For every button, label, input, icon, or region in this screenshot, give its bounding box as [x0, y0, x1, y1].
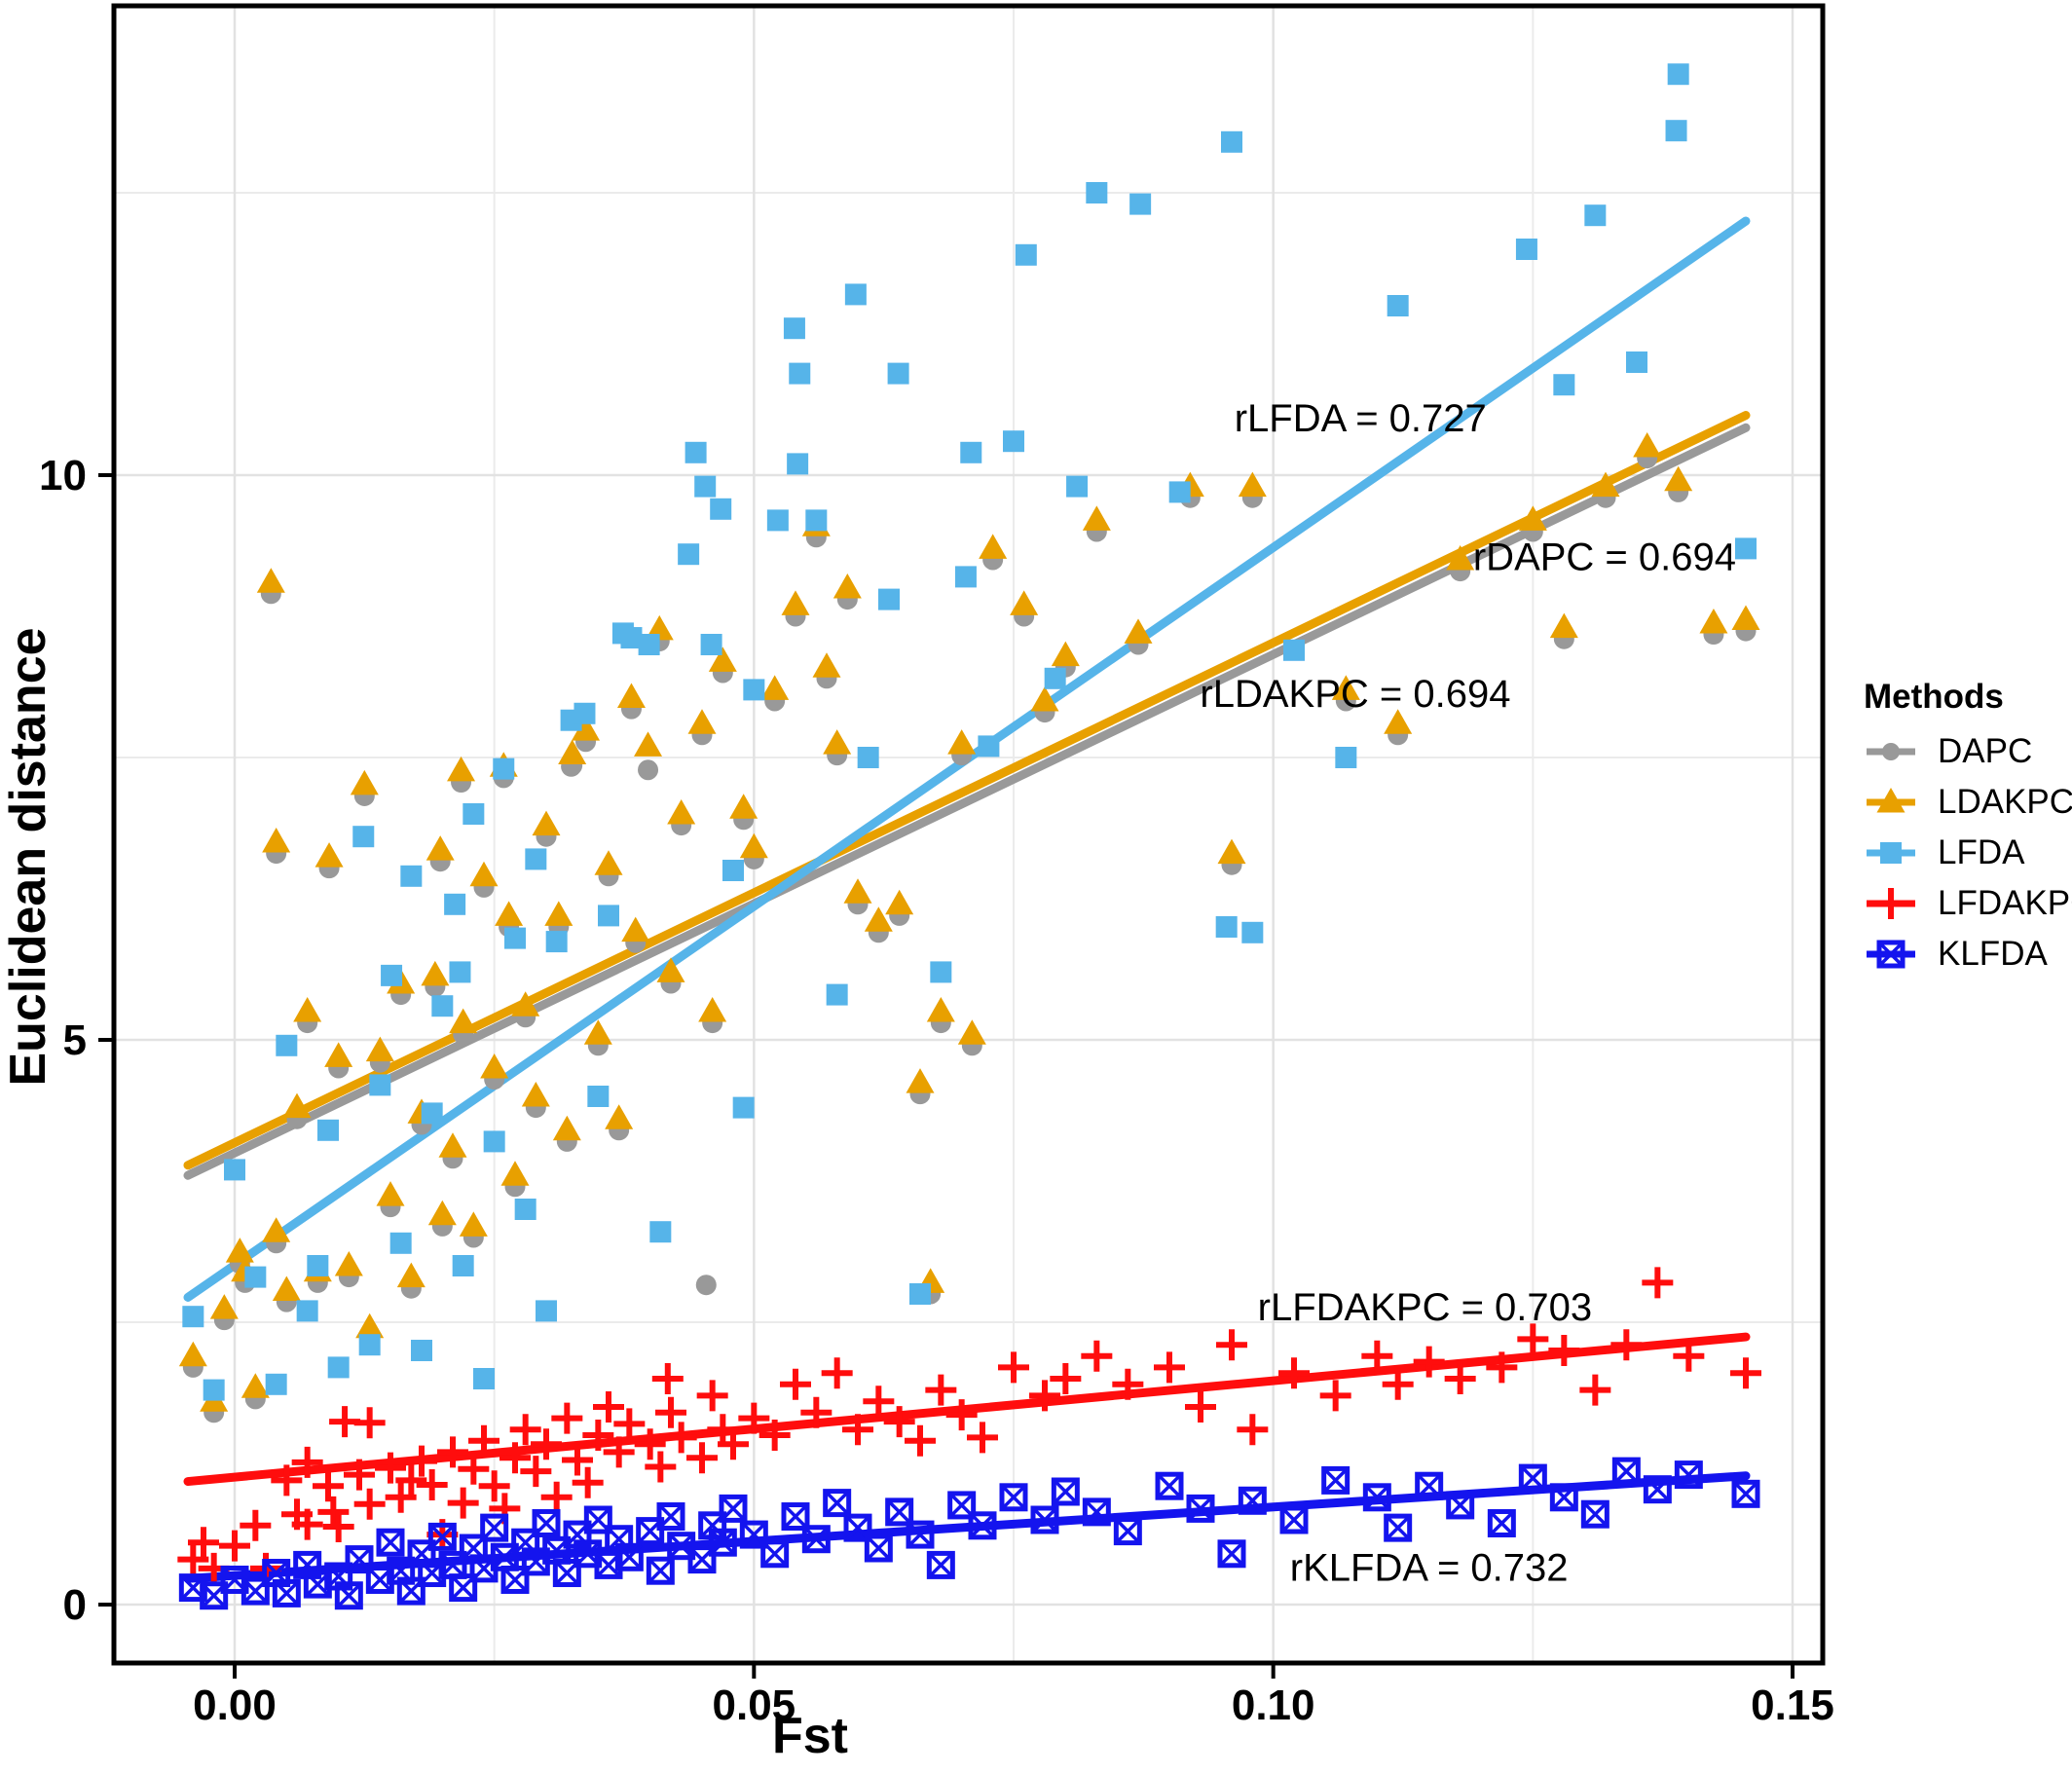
legend-item-label: LFDA [1938, 833, 2025, 871]
legend-item-label: LFDAKPC [1938, 884, 2072, 922]
lfda-line-square-icon [1864, 835, 1918, 870]
trend-line-ldakpc [183, 411, 1751, 1170]
x-axis: 0.00 0.05 0.10 0.15 Fst [193, 1665, 1834, 1764]
trend-line-lfdakpc [183, 1332, 1751, 1487]
x-tick-label: 0.05 [713, 1682, 796, 1729]
klfda-line-crossed-square-icon [1864, 937, 1918, 972]
x-tick-label: 0.10 [1232, 1682, 1315, 1729]
legend-item-label: LDAKPC [1938, 783, 2072, 821]
dapc-line-circle-icon [1864, 734, 1918, 769]
series-lfdakpc-points [177, 1267, 1761, 1584]
legend-item-lfdakpc: LFDAKPC [1864, 884, 2072, 923]
legend-title: Methods [1864, 678, 2004, 716]
trend-line-dapc [183, 423, 1751, 1180]
lfdakpc-line-plus-icon [1864, 886, 1918, 921]
x-axis-title: Fst [772, 1708, 848, 1764]
chart-legend: Methods DAPC LDAKPC LFDA LFDAKPC KLFDA [1864, 678, 2072, 985]
legend-item-ldakpc: LDAKPC [1864, 783, 2072, 822]
annotation-label: rDAPC = 0.694 [1473, 536, 1736, 579]
annotation-label: rLFDA = 0.727 [1235, 397, 1487, 440]
legend-item-klfda: KLFDA [1864, 935, 2068, 974]
legend-item-label: KLFDA [1938, 935, 2048, 973]
x-tick-label: 0.15 [1751, 1682, 1834, 1729]
panel-border [111, 3, 1826, 1666]
annotation-label: rLDAKPC = 0.694 [1200, 673, 1510, 716]
series-lfda-points [182, 63, 1758, 1401]
annotation-label: rLFDAKPC = 0.703 [1258, 1286, 1593, 1329]
y-axis-title: Euclidean distance [0, 627, 56, 1086]
y-tick-label: 5 [63, 1016, 87, 1064]
correlation-annotations: rLFDA = 0.727 rDAPC = 0.694 rLDAKPC = 0.69… [1200, 397, 1736, 1590]
x-tick-label: 0.00 [193, 1682, 277, 1729]
annotation-label: rKLFDA = 0.732 [1290, 1547, 1569, 1590]
y-tick-label: 10 [39, 452, 87, 499]
legend-item-dapc: DAPC [1864, 732, 2068, 771]
y-axis: 0 5 10 Euclidean distance [0, 452, 112, 1629]
legend-item-label: DAPC [1938, 732, 2033, 770]
ldakpc-line-triangle-icon [1864, 785, 1918, 820]
legend-item-lfda: LFDA [1864, 833, 2068, 872]
series-klfda-points [178, 1457, 1760, 1610]
y-tick-label: 0 [63, 1581, 87, 1629]
